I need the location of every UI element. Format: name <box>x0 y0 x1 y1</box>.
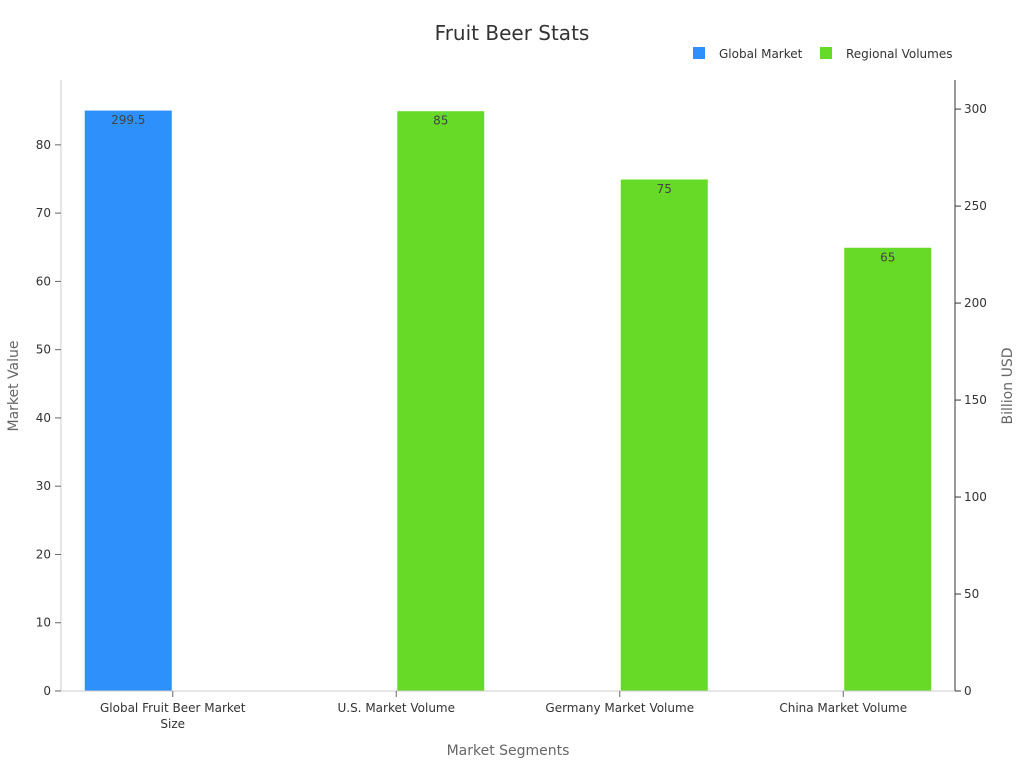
left-tick-label: 20 <box>36 547 51 561</box>
left-tick-label: 80 <box>36 138 51 152</box>
bar-labels-layer: 299.5 85 75 65 <box>111 113 895 264</box>
left-tick-label: 10 <box>36 616 51 630</box>
left-tick-label: 50 <box>36 343 51 357</box>
left-tick-label: 60 <box>36 274 51 288</box>
legend-label-global-market[interactable]: Global Market <box>719 47 803 61</box>
bar-value-label: 85 <box>433 114 448 128</box>
right-tick-label: 200 <box>964 296 987 310</box>
right-y-ticks: 0 50 100 150 200 250 300 <box>955 102 987 698</box>
left-tick-label: 30 <box>36 479 51 493</box>
right-tick-label: 150 <box>964 393 987 407</box>
bar-regional-volumes-2[interactable] <box>619 178 709 692</box>
bar-global-market-0[interactable] <box>83 109 173 692</box>
left-y-axis-title: Market Value <box>6 340 22 431</box>
x-category-label: China Market Volume <box>779 701 907 715</box>
x-ticks: Global Fruit Beer Market Size U.S. Market … <box>100 691 907 731</box>
left-tick-label: 0 <box>43 684 51 698</box>
bar-regional-volumes-3[interactable] <box>843 246 933 692</box>
bar-value-label: 299.5 <box>111 113 145 127</box>
x-axis-title: Market Segments <box>447 743 570 759</box>
right-tick-label: 250 <box>964 199 987 213</box>
bar-value-label: 65 <box>880 250 895 264</box>
x-category-label: Germany Market Volume <box>545 701 694 715</box>
legend: Global Market Regional Volumes <box>693 47 952 61</box>
right-tick-label: 50 <box>964 587 979 601</box>
x-category-label: Global Fruit Beer Market Size <box>100 701 246 731</box>
right-tick-label: 100 <box>964 490 987 504</box>
right-tick-label: 0 <box>964 684 972 698</box>
left-y-ticks: 0 10 20 30 40 50 60 70 80 <box>36 138 61 698</box>
bars-layer <box>83 109 933 692</box>
right-y-axis-title: Billion USD <box>1000 348 1016 425</box>
legend-swatch-regional-volumes[interactable] <box>820 47 832 59</box>
right-tick-label: 300 <box>964 102 987 116</box>
legend-label-regional-volumes[interactable]: Regional Volumes <box>846 47 952 61</box>
legend-swatch-global-market[interactable] <box>693 47 705 59</box>
bar-value-label: 75 <box>657 182 672 196</box>
chart-title: Fruit Beer Stats <box>435 21 590 45</box>
left-tick-label: 70 <box>36 206 51 220</box>
x-category-label: U.S. Market Volume <box>337 701 455 715</box>
axes-layer <box>60 80 956 692</box>
left-tick-label: 40 <box>36 411 51 425</box>
bar-regional-volumes-1[interactable] <box>396 110 486 692</box>
